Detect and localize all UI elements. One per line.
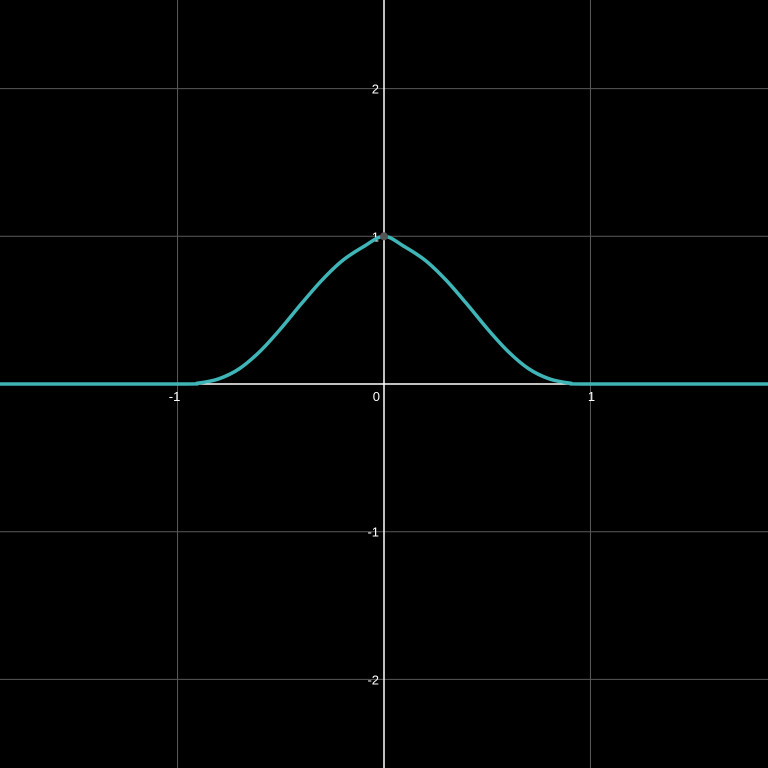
y-tick-label: -1 — [367, 525, 379, 540]
x-tick-label: 0 — [373, 389, 380, 404]
x-tick-label: 1 — [588, 389, 595, 404]
tick-labels: -1 0 1 2 1 -1 -2 — [169, 82, 595, 688]
points — [380, 232, 388, 241]
y-tick-label: 2 — [372, 82, 379, 97]
y-tick-label: 1 — [372, 229, 379, 244]
x-tick-label: -1 — [169, 389, 181, 404]
y-tick-label: -2 — [367, 672, 379, 687]
data-point — [380, 232, 388, 241]
